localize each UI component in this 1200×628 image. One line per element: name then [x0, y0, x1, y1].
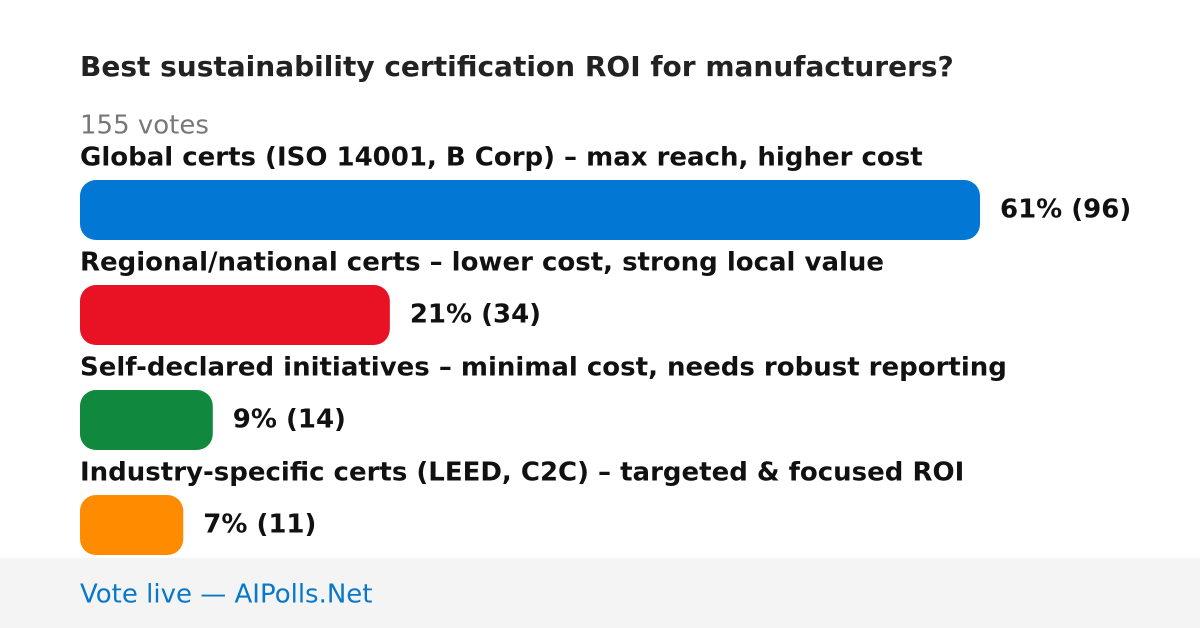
bar — [80, 390, 213, 450]
footer-link[interactable]: Vote live — AIPolls.Net — [80, 580, 373, 610]
value-label: 61% (96) — [1000, 195, 1131, 225]
value-label: 9% (14) — [233, 405, 346, 435]
value-label: 21% (34) — [410, 300, 541, 330]
option-label: Regional/national certs – lower cost, st… — [80, 248, 884, 278]
option-label: Self-declared initiatives – minimal cost… — [80, 353, 1007, 383]
value-label: 7% (11) — [203, 510, 316, 540]
footer-bar — [0, 558, 1200, 628]
option-label: Industry-specific certs (LEED, C2C) – ta… — [80, 458, 964, 488]
vote-count: 155 votes — [80, 111, 209, 141]
bar — [80, 180, 980, 240]
poll-title: Best sustainability certification ROI fo… — [80, 50, 954, 83]
option-label: Global certs (ISO 14001, B Corp) – max r… — [80, 143, 923, 173]
bar — [80, 285, 390, 345]
bar — [80, 495, 184, 555]
